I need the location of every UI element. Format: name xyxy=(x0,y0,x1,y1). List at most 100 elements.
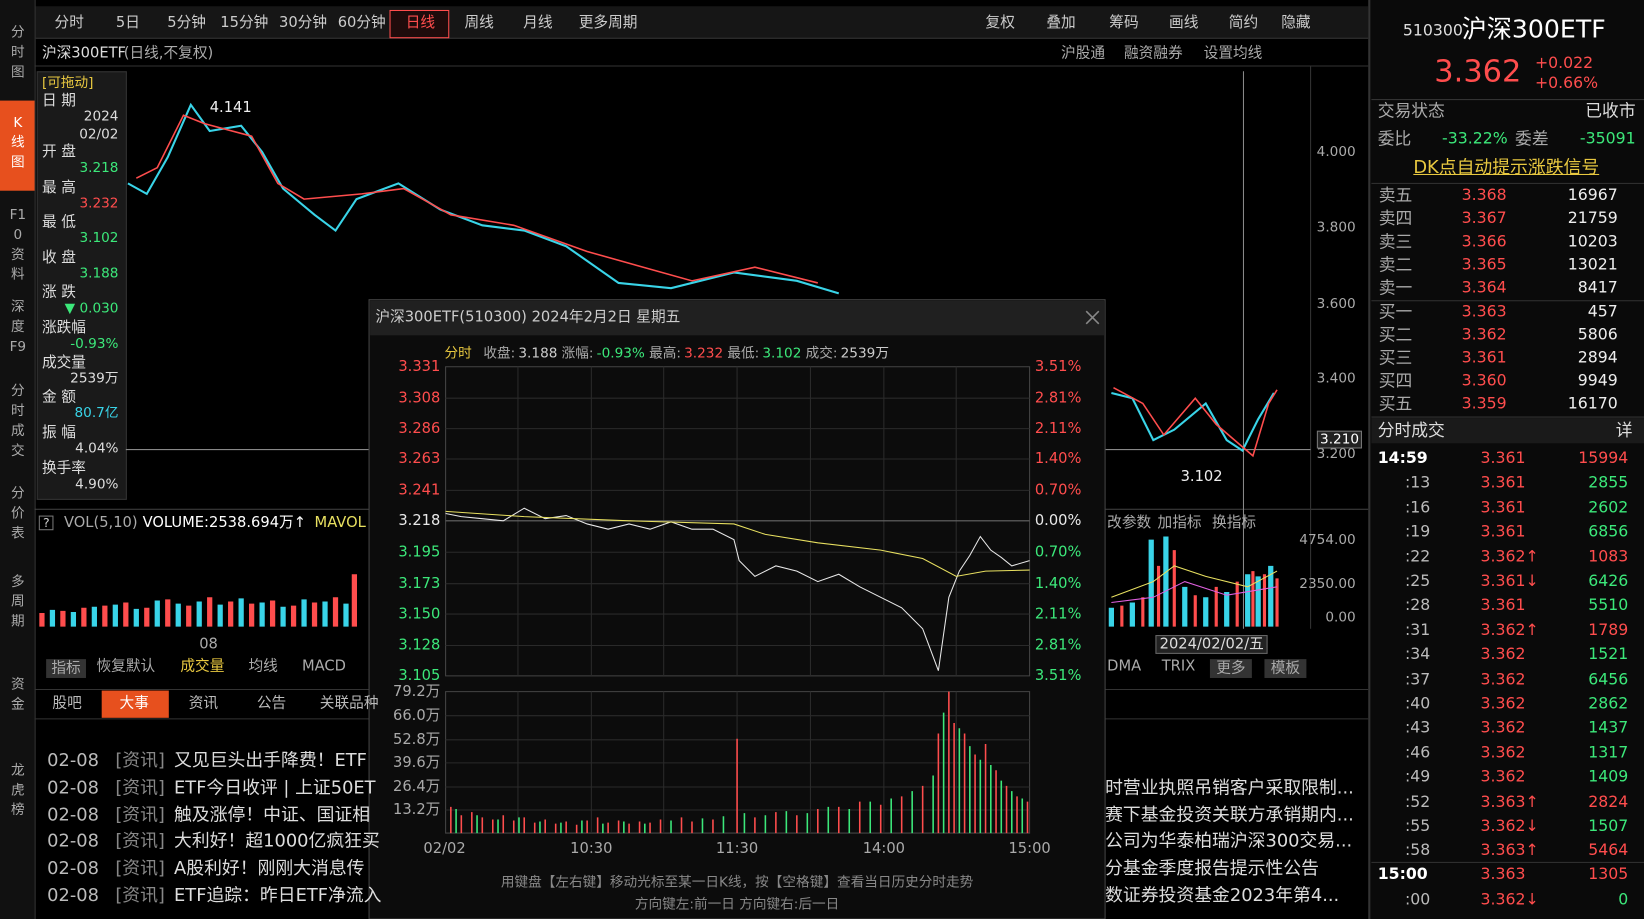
period-tab[interactable]: 日线 xyxy=(405,14,436,32)
news-title[interactable]: 大利好！超1000亿疯狂买 xyxy=(174,830,380,852)
nav-item[interactable]: 分时图 xyxy=(10,25,25,81)
nav-item[interactable]: 分时成交 xyxy=(10,383,25,459)
tool-button[interactable]: 复权 xyxy=(985,14,1015,32)
info-value: ▼ 0.030 xyxy=(64,300,119,317)
indicator-tab[interactable]: 均线 xyxy=(248,658,278,675)
period-tab[interactable]: 分时 xyxy=(54,14,84,32)
indicator-tab[interactable]: MACD xyxy=(301,658,346,675)
news-title[interactable]: 数证券投资基金2023年第4... xyxy=(1105,885,1340,907)
indicator-tab[interactable]: 指标 xyxy=(46,659,86,678)
indicator-tab[interactable]: 成交量 xyxy=(180,658,225,675)
chart-link[interactable]: 设置均线 xyxy=(1203,45,1263,62)
nav-item[interactable]: K线图 xyxy=(10,115,25,171)
popup-vol-tick: 52.8万 xyxy=(392,731,441,749)
indicator-tab[interactable]: 模板 xyxy=(1264,659,1307,678)
tool-button[interactable]: 隐藏 xyxy=(1281,14,1311,32)
quote-panel xyxy=(1368,0,1644,919)
info-label: 成交量 xyxy=(41,354,86,371)
info-value: 3.218 xyxy=(79,160,119,177)
trade-volume: 1507 xyxy=(1588,816,1629,836)
news-title[interactable]: 触及涨停！中证、国证相 xyxy=(174,804,371,826)
news-title[interactable]: 分基金季度报告提示性公告 xyxy=(1105,858,1319,880)
popup-vol-tick: 26.4万 xyxy=(392,778,441,796)
popup-header-value: 3.102 xyxy=(762,345,802,362)
nav-item[interactable]: 多周期 xyxy=(10,574,25,630)
period-tab[interactable]: 月线 xyxy=(523,14,553,32)
tool-button[interactable]: 筹码 xyxy=(1109,14,1139,32)
nav-item[interactable]: 深度F9 xyxy=(9,299,27,356)
book-label: 卖五 xyxy=(1378,185,1413,206)
indicator-tab[interactable]: TRIX xyxy=(1161,658,1196,675)
tool-button[interactable]: 画线 xyxy=(1169,14,1199,32)
candle-trend xyxy=(127,102,840,295)
tool-button[interactable]: 简约 xyxy=(1228,14,1259,32)
period-tab[interactable]: 15分钟 xyxy=(220,14,269,32)
news-tab[interactable]: 关联品种 xyxy=(319,694,379,712)
popup-header-label: 涨幅: xyxy=(561,345,594,362)
info-box xyxy=(36,71,127,500)
trade-time: :00 xyxy=(1404,889,1431,909)
diff-label: 委差 xyxy=(1515,128,1549,149)
trade-price: 3.361↓ xyxy=(1480,571,1539,590)
help-button[interactable]: ? xyxy=(38,515,54,531)
news-title[interactable]: 又见巨头出手降费！ETF xyxy=(174,750,367,772)
indicator-tab[interactable]: 更多 xyxy=(1209,659,1252,678)
news-date: 02-08 xyxy=(47,804,99,826)
popup-y2-tick: 2.11% xyxy=(1034,605,1082,623)
period-tab[interactable]: 30分钟 xyxy=(278,14,328,32)
news-title[interactable]: 赛下基金投资关联方承销期内... xyxy=(1105,804,1354,826)
popup-y2-tick: 3.51% xyxy=(1034,358,1082,376)
period-tab[interactable]: 更多周期 xyxy=(578,14,638,32)
popup-y-tick: 3.195 xyxy=(398,543,441,561)
nav-item[interactable]: F10资料 xyxy=(9,207,27,283)
book-volume: 21759 xyxy=(1567,208,1618,228)
popup-y-tick: 3.173 xyxy=(398,575,441,593)
popup-x-tick: 15:00 xyxy=(1008,840,1051,858)
nav-item[interactable]: 资金 xyxy=(10,676,25,713)
period-tab[interactable]: 60分钟 xyxy=(337,14,386,32)
dk-link[interactable]: DK点自动提示涨跌信号 xyxy=(1413,157,1600,179)
news-title[interactable]: ETF追踪：昨日ETF净流入 xyxy=(174,885,382,907)
news-title[interactable]: A股利好！刚刚大消息传 xyxy=(174,858,365,880)
news-tab[interactable]: 股吧 xyxy=(52,694,82,712)
news-title[interactable]: 公司为华泰柏瑞沪深300交易... xyxy=(1105,830,1353,852)
popup-header-label: 最高: xyxy=(649,345,681,362)
indicator-tab[interactable]: DMA xyxy=(1107,658,1142,675)
period-tab[interactable]: 5分钟 xyxy=(167,14,206,32)
popup-vol-tick: 13.2万 xyxy=(392,801,441,819)
book-label: 买四 xyxy=(1378,370,1413,391)
trade-volume: 1437 xyxy=(1588,718,1629,738)
indicator-button[interactable]: 改参数 xyxy=(1107,514,1152,532)
news-title[interactable]: ETF今日收评 | 上证50ET xyxy=(174,777,376,799)
chart-link[interactable]: 融资融券 xyxy=(1123,45,1183,62)
news-tab[interactable]: 资讯 xyxy=(188,694,219,712)
chart-link[interactable]: 沪股通 xyxy=(1061,45,1106,62)
y-tick-label: 4.000 xyxy=(1316,144,1356,161)
trade-time: :52 xyxy=(1404,791,1431,811)
trade-time: :16 xyxy=(1404,497,1431,517)
book-volume: 16170 xyxy=(1567,394,1618,413)
trades-detail[interactable]: 详 xyxy=(1615,420,1633,441)
trade-time: :28 xyxy=(1404,595,1431,615)
popup-close[interactable] xyxy=(1085,310,1100,325)
tool-button[interactable]: 叠加 xyxy=(1046,14,1076,32)
indicator-button[interactable]: 加指标 xyxy=(1157,514,1202,532)
low-annotation: 3.102 xyxy=(1180,468,1223,486)
trade-time: :31 xyxy=(1404,620,1431,639)
trade-volume: 1789 xyxy=(1588,620,1629,639)
period-tab[interactable]: 5日 xyxy=(115,14,140,32)
news-date: 02-08 xyxy=(47,885,99,907)
indicator-tab[interactable]: 恢复默认 xyxy=(96,658,156,675)
nav-item[interactable]: 龙虎榜 xyxy=(10,762,25,819)
news-tab[interactable]: 大事 xyxy=(119,694,149,712)
trade-volume: 1521 xyxy=(1588,644,1629,664)
trade-price: 3.361 xyxy=(1480,595,1526,615)
nav-item[interactable]: 分价表 xyxy=(10,486,25,542)
period-tab[interactable]: 周线 xyxy=(464,14,494,32)
popup-vol-tick: 39.6万 xyxy=(392,754,441,772)
indicator-button[interactable]: 换指标 xyxy=(1212,514,1257,532)
news-title[interactable]: 时营业执照吊销客户采取限制... xyxy=(1105,777,1354,799)
news-tab[interactable]: 公告 xyxy=(256,694,287,712)
popup-x-tick: 10:30 xyxy=(570,840,613,858)
info-value: 3.102 xyxy=(79,230,119,247)
